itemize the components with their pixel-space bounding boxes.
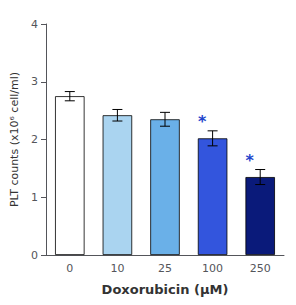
svg-text:250: 250 [250, 262, 271, 275]
svg-text:10: 10 [110, 262, 124, 275]
svg-text:PLT counts (x10⁶ cell/ml): PLT counts (x10⁶ cell/ml) [8, 72, 21, 207]
svg-text:0: 0 [31, 249, 38, 262]
svg-text:*: * [246, 151, 255, 170]
svg-text:*: * [198, 112, 207, 131]
svg-text:4: 4 [31, 18, 38, 31]
svg-text:0: 0 [66, 262, 73, 275]
svg-text:100: 100 [202, 262, 223, 275]
svg-text:1: 1 [31, 191, 38, 204]
svg-text:3: 3 [31, 75, 38, 88]
svg-text:2: 2 [31, 133, 38, 146]
svg-text:Doxorubicin (μM): Doxorubicin (μM) [102, 282, 229, 297]
svg-text:25: 25 [158, 262, 172, 275]
